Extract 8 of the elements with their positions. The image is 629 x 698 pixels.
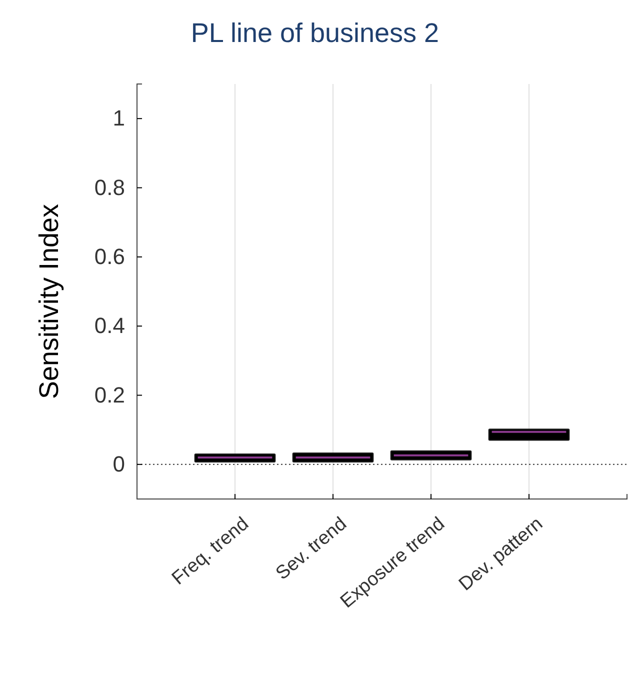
y-tick-label: 1 — [112, 106, 125, 131]
y-tick-label: 0.8 — [94, 174, 125, 200]
y-tick-label: 0.4 — [94, 313, 125, 338]
chart-title: PL line of business 2 — [190, 18, 440, 48]
y-tick-label: 0.6 — [94, 244, 125, 269]
y-axis-title: Sensitivity Index — [34, 203, 64, 400]
y-tick-label: 0.2 — [94, 382, 125, 408]
y-tick-label: 0 — [112, 451, 125, 476]
